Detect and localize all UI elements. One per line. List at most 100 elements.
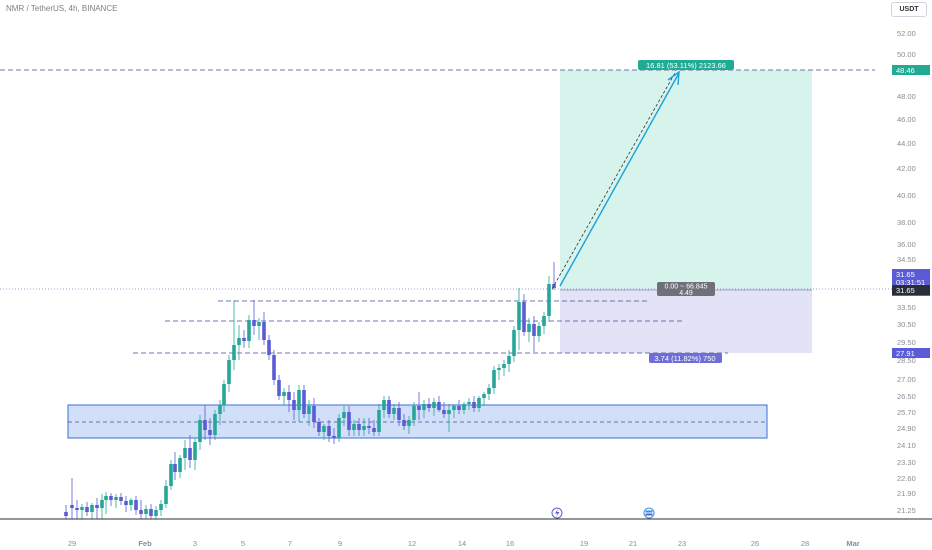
currency-button[interactable]: USDT bbox=[891, 2, 927, 17]
candle-up bbox=[422, 404, 426, 410]
candle-up bbox=[114, 497, 118, 500]
stop-price-badge bbox=[892, 348, 930, 358]
candle-up bbox=[232, 345, 236, 360]
candle-down bbox=[242, 338, 246, 341]
price-tick-label: 38.00 bbox=[897, 218, 916, 227]
candle-down bbox=[347, 412, 351, 430]
center-label-line2: 4.49 bbox=[679, 290, 693, 297]
candle-up bbox=[183, 448, 187, 458]
candle-down bbox=[357, 424, 361, 430]
price-tick-label: 52.00 bbox=[897, 29, 916, 38]
target-zone bbox=[560, 70, 812, 290]
candle-down bbox=[85, 507, 89, 512]
arrow-head bbox=[667, 70, 680, 86]
candle-down bbox=[277, 380, 281, 396]
price-tick-label: 27.00 bbox=[897, 375, 916, 384]
candle-down bbox=[532, 324, 536, 336]
time-tick-label: 19 bbox=[580, 539, 588, 548]
candle-down bbox=[442, 410, 446, 414]
candle-up bbox=[104, 496, 108, 500]
candle-up bbox=[487, 388, 491, 394]
candle-down bbox=[272, 355, 276, 380]
candle-down bbox=[437, 402, 441, 410]
time-tick-label: 7 bbox=[288, 539, 292, 548]
candle-up bbox=[492, 370, 496, 388]
target-price-label: 48.46 bbox=[896, 66, 915, 75]
candle-down bbox=[522, 302, 526, 332]
price-tick-label: 30.50 bbox=[897, 320, 916, 329]
candle-down bbox=[252, 320, 256, 326]
stop-label-box bbox=[649, 353, 722, 363]
time-tick-label: 28 bbox=[801, 539, 809, 548]
candle-up bbox=[159, 504, 163, 510]
candle-up bbox=[227, 360, 231, 384]
candle-down bbox=[95, 505, 99, 508]
candle-down bbox=[208, 430, 212, 435]
candle-up bbox=[169, 464, 173, 486]
price-tick-label: 46.00 bbox=[897, 115, 916, 124]
candle-up bbox=[307, 406, 311, 414]
candle-up bbox=[193, 442, 197, 460]
candle-up bbox=[100, 500, 104, 508]
price-tick-label: 23.30 bbox=[897, 458, 916, 467]
earnings-flag-icon[interactable] bbox=[643, 507, 655, 519]
price-axis[interactable]: 52.00 50.00 48.00 46.00 44.00 42.00 40.00 38.00… bbox=[897, 29, 916, 515]
center-label-box bbox=[657, 282, 715, 296]
price-tick-label: 48.00 bbox=[897, 92, 916, 101]
candle-up bbox=[507, 356, 511, 364]
current-price-label: 31.65 bbox=[896, 270, 915, 279]
candle-up bbox=[90, 505, 94, 512]
candle-up bbox=[218, 405, 222, 414]
price-tick-label: 34.50 bbox=[897, 255, 916, 264]
time-tick-label: 29 bbox=[68, 539, 76, 548]
price-tick-label: 44.00 bbox=[897, 139, 916, 148]
symbol-title: NMR / TetherUS, 4h, BINANCE bbox=[6, 4, 118, 13]
candle-up bbox=[517, 302, 521, 330]
target-label-box bbox=[638, 60, 734, 70]
stop-zone bbox=[560, 290, 812, 353]
price-tick-label: 29.50 bbox=[897, 338, 916, 347]
lightning-icon[interactable] bbox=[551, 507, 563, 519]
candle-down bbox=[75, 508, 79, 510]
price-tick-label: 25.70 bbox=[897, 408, 916, 417]
candle-up bbox=[164, 486, 168, 504]
candle-up bbox=[547, 284, 551, 316]
candle-down bbox=[124, 501, 128, 505]
candles-group bbox=[64, 262, 556, 519]
candle-up bbox=[337, 418, 341, 438]
candle-up bbox=[80, 507, 84, 510]
candle-up bbox=[482, 394, 486, 398]
candle-down bbox=[267, 340, 271, 355]
candle-up bbox=[282, 392, 286, 396]
candle-down bbox=[173, 464, 177, 472]
candle-up bbox=[198, 420, 202, 442]
candle-up bbox=[447, 410, 451, 414]
candle-up bbox=[412, 406, 416, 420]
candle-down bbox=[472, 402, 476, 408]
support-zone bbox=[67, 404, 768, 439]
candle-up bbox=[297, 390, 301, 410]
price-tick-label: 28.50 bbox=[897, 356, 916, 365]
price-tick-label: 50.00 bbox=[897, 50, 916, 59]
stop-label: 3.74 (11.82%) 750 bbox=[654, 354, 715, 363]
entry-price-badge bbox=[892, 285, 930, 295]
time-tick-label: 3 bbox=[193, 539, 197, 548]
candle-down bbox=[552, 284, 556, 288]
candle-down bbox=[149, 509, 153, 516]
candle-up bbox=[407, 420, 411, 426]
candle-up bbox=[144, 509, 148, 514]
candle-up bbox=[432, 402, 436, 408]
candle-up bbox=[477, 398, 481, 408]
candle-up bbox=[129, 500, 133, 505]
candle-up bbox=[342, 412, 346, 418]
candle-down bbox=[70, 505, 74, 508]
candle-down bbox=[332, 436, 336, 438]
candle-up bbox=[247, 320, 251, 341]
candle-down bbox=[312, 406, 316, 422]
candle-down bbox=[302, 390, 306, 414]
candle-down bbox=[457, 406, 461, 410]
candle-up bbox=[257, 322, 261, 326]
entry-price-label: 31.65 bbox=[896, 286, 915, 295]
candle-down bbox=[317, 422, 321, 432]
